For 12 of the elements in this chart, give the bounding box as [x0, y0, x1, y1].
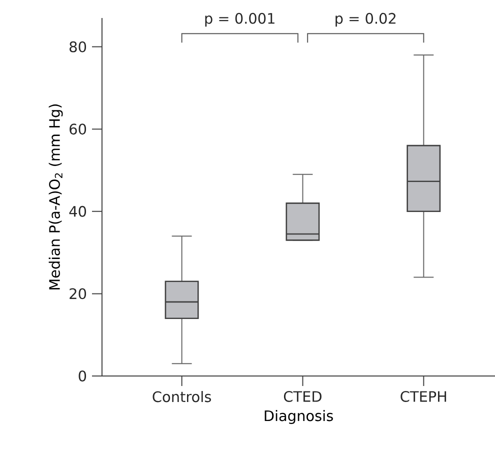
x-axis-title: Diagnosis [264, 410, 333, 424]
y-tick-label: 80 [70, 41, 86, 52]
y-tick-label: 60 [70, 124, 86, 135]
x-tick-label: Controls [152, 391, 211, 402]
x-tick-label: CTED [284, 391, 322, 402]
y-tick-label: 0 [78, 370, 86, 382]
annotation: p = 0.02 [336, 12, 396, 27]
y-axis-title: Median P(a-A)O$_{2}$ (mm Hg) [48, 104, 63, 290]
y-tick-label: 20 [70, 288, 86, 300]
x-tick-label: CTEPH [400, 391, 446, 402]
annotation: p = 0.001 [205, 12, 274, 27]
y-tick-label: 40 [69, 206, 86, 217]
